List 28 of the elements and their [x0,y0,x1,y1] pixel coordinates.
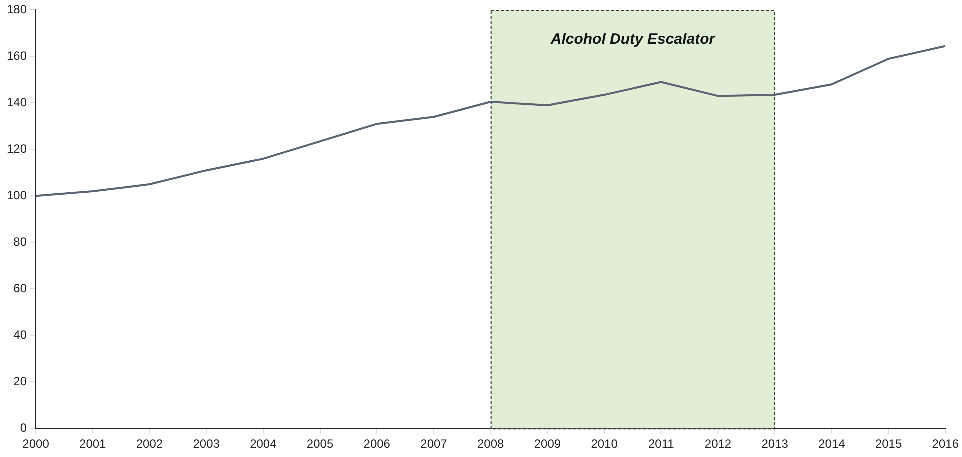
y-tick-label: 40 [14,328,28,342]
y-tick-label: 0 [20,420,28,435]
y-tick-label: 140 [6,95,28,110]
x-tick-label: 2012 [704,437,732,452]
y-tick-label: 160 [6,49,28,63]
y-tick-label: 100 [6,188,28,202]
x-tick-label: 2009 [534,437,562,452]
y-tick-label: 120 [6,142,28,156]
x-tick-label: 2006 [364,437,391,452]
band-label: Alcohol Duty Escalator [550,30,716,48]
x-tick-label: 2016 [932,437,960,452]
y-tick-label: 60 [14,281,28,296]
x-tick-label: 2001 [80,437,107,452]
x-tick-label: 2002 [136,437,164,452]
x-tick-label: 2003 [193,437,220,452]
x-tick-label: 2000 [22,437,50,452]
x-tick-label: 2013 [762,437,789,452]
y-tick-label: 180 [6,2,28,17]
x-tick-label: 2007 [420,437,448,452]
x-tick-label: 2005 [306,437,334,452]
x-tick-label: 2008 [477,437,505,452]
x-tick-label: 2015 [875,437,902,452]
x-tick-label: 2014 [818,437,846,452]
x-tick-label: 2010 [591,437,618,452]
x-tick-label: 2004 [250,437,278,452]
y-tick-label: 80 [14,234,28,249]
x-tick-label: 2011 [648,437,675,452]
y-tick-label: 20 [14,374,28,388]
